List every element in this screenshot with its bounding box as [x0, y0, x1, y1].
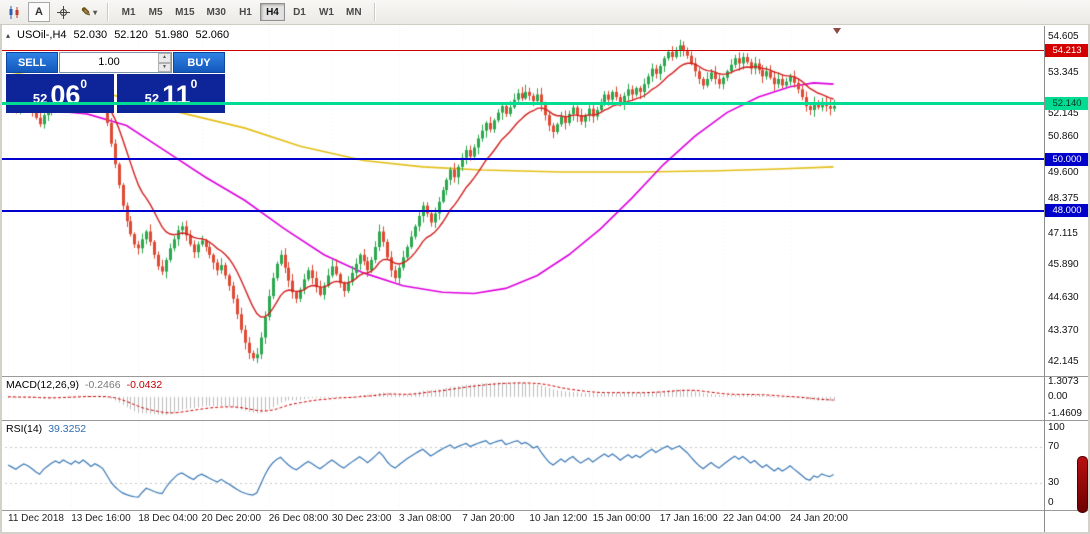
horizontal-line-48.000[interactable]: [0, 209, 1044, 212]
open-value: 52.030: [73, 29, 108, 41]
rsi-scale-tick: 0: [1048, 497, 1054, 508]
time-axis-label: 11 Dec 2018: [8, 513, 64, 524]
chart-toolbar: A ✎ ▾ M1 M5 M15 M30 H1 H4 D1 W1 MN: [0, 0, 1090, 25]
toolbar-separator: [107, 3, 110, 21]
right-scrollbar-thumb[interactable]: [1077, 456, 1088, 513]
draw-tools-dropdown[interactable]: ✎ ▾: [77, 2, 101, 22]
macd-name: MACD(12,26,9): [6, 379, 79, 391]
price-scale-separator: [1044, 26, 1045, 532]
chevron-down-icon: ▾: [93, 7, 98, 17]
macd-panel-canvas[interactable]: [0, 377, 1044, 419]
one-click-trading-panel: SELL 1.00 ▲ ▼ BUY 52 06 0 52 11 0: [6, 52, 225, 113]
time-axis-label: 7 Jan 20:00: [462, 513, 515, 524]
price-badge-48.000: 48.000: [1045, 204, 1089, 218]
macd-indicator-label: MACD(12,26,9) -0.2466 -0.0432: [6, 379, 162, 391]
horizontal-line-52.140[interactable]: [0, 102, 1044, 106]
horizontal-line-50.000[interactable]: [0, 158, 1044, 161]
time-axis-label: 20 Dec 20:00: [201, 513, 262, 524]
chart-ohlc-header: ▴ USOil-,H4 52.030 52.120 51.980 52.060: [6, 29, 229, 41]
panel-splitter[interactable]: [0, 420, 1090, 421]
price-tick: 50.860: [1048, 130, 1079, 142]
volume-spinner: 1.00 ▲ ▼: [59, 52, 172, 73]
rsi-name: RSI(14): [6, 423, 43, 435]
rsi-value: 39.3252: [48, 423, 87, 435]
timeframe-button-m1[interactable]: M1: [116, 3, 141, 21]
volume-decrease-button[interactable]: ▼: [158, 62, 171, 72]
time-axis-label: 30 Dec 23:00: [331, 513, 392, 524]
timeframe-button-h4[interactable]: H4: [259, 3, 285, 21]
sell-button[interactable]: SELL: [6, 52, 58, 73]
window-border: [0, 0, 2, 534]
crosshair-icon: [57, 5, 70, 19]
price-tick: 52.145: [1048, 107, 1079, 119]
macd-scale-tick: 0.00: [1048, 390, 1068, 402]
time-axis-label: 24 Jan 20:00: [790, 513, 848, 524]
time-axis-label: 26 Dec 08:00: [268, 513, 329, 524]
timeframe-button-mn[interactable]: MN: [341, 3, 367, 21]
timeframe-button-m30[interactable]: M30: [202, 3, 231, 21]
pencil-icon: ✎: [81, 5, 92, 19]
sell-price-display[interactable]: 52 06 0: [6, 74, 114, 113]
buy-price-whole: 52: [144, 91, 160, 106]
chart-shift-marker-icon[interactable]: [833, 28, 841, 34]
trade-panel-toggle[interactable]: ▴: [6, 30, 11, 40]
time-axis-label: 17 Jan 16:00: [659, 513, 718, 524]
timeframe-button-h1[interactable]: H1: [233, 3, 258, 21]
toolbar-separator: [373, 3, 376, 21]
volume-increase-button[interactable]: ▲: [158, 53, 171, 63]
buy-price-display[interactable]: 52 11 0: [117, 74, 225, 113]
low-value: 51.980: [154, 29, 189, 41]
timeframe-button-m5[interactable]: M5: [143, 3, 168, 21]
symbol-timeframe-label: USOil-,H4: [17, 29, 67, 41]
price-badge-52.140: 52.140: [1045, 97, 1089, 111]
sell-price-pipette: 0: [80, 77, 88, 91]
price-tick: 42.145: [1048, 356, 1079, 368]
volume-input[interactable]: 1.00: [98, 56, 120, 68]
timeframe-button-w1[interactable]: W1: [314, 3, 339, 21]
price-tick: 48.375: [1048, 193, 1079, 205]
time-axis-label: 15 Jan 00:00: [592, 513, 651, 524]
window-border: [1088, 0, 1090, 534]
price-tick: 54.605: [1048, 31, 1079, 43]
window-border: [0, 532, 1090, 534]
horizontal-line-54.213[interactable]: [0, 49, 1044, 51]
buy-button[interactable]: BUY: [173, 52, 225, 73]
price-badge-50.000: 50.000: [1045, 152, 1089, 166]
macd-signal-value: -0.0432: [126, 379, 163, 391]
time-axis-label: 22 Jan 04:00: [722, 513, 781, 524]
price-tick: 47.115: [1048, 227, 1078, 239]
crosshair-tool-button[interactable]: [52, 2, 75, 22]
price-badge-54.213: 54.213: [1045, 43, 1089, 57]
rsi-scale-tick: 100: [1048, 422, 1065, 433]
price-tick: 43.370: [1048, 324, 1079, 336]
price-tick: 53.345: [1048, 66, 1079, 78]
rsi-panel-canvas[interactable]: [0, 421, 1044, 509]
price-tick: 45.890: [1048, 259, 1079, 271]
chart-type-button[interactable]: [3, 2, 26, 22]
time-axis-label: 10 Jan 12:00: [529, 513, 588, 524]
rsi-indicator-label: RSI(14) 39.3252: [6, 423, 86, 435]
time-axis-label: 13 Dec 16:00: [71, 513, 131, 524]
panel-splitter[interactable]: [0, 376, 1090, 377]
time-axis-label: 18 Dec 04:00: [138, 513, 198, 524]
sell-price-whole: 52: [32, 91, 48, 106]
high-value: 52.120: [114, 29, 148, 41]
time-axis-label: 3 Jan 08:00: [399, 513, 452, 524]
rsi-scale-tick: 70: [1048, 441, 1060, 453]
panel-splitter[interactable]: [0, 510, 1090, 511]
price-tick: 44.630: [1048, 291, 1079, 303]
candlestick-chart-icon: [9, 5, 19, 19]
timeframe-button-d1[interactable]: D1: [287, 3, 312, 21]
close-value: 52.060: [195, 29, 230, 41]
timeframe-group: M1 M5 M15 M30 H1 H4 D1 W1 MN: [115, 3, 367, 21]
price-tick: 49.600: [1048, 167, 1079, 179]
rsi-scale-tick: 30: [1048, 476, 1060, 488]
text-label-tool-button[interactable]: A: [28, 2, 50, 22]
macd-scale-tick: -1.4609: [1048, 407, 1082, 419]
buy-price-pipette: 0: [190, 77, 198, 91]
macd-main-value: -0.2466: [84, 379, 121, 391]
macd-scale-tick: 1.3073: [1048, 375, 1079, 387]
timeframe-button-m15[interactable]: M15: [170, 3, 199, 21]
